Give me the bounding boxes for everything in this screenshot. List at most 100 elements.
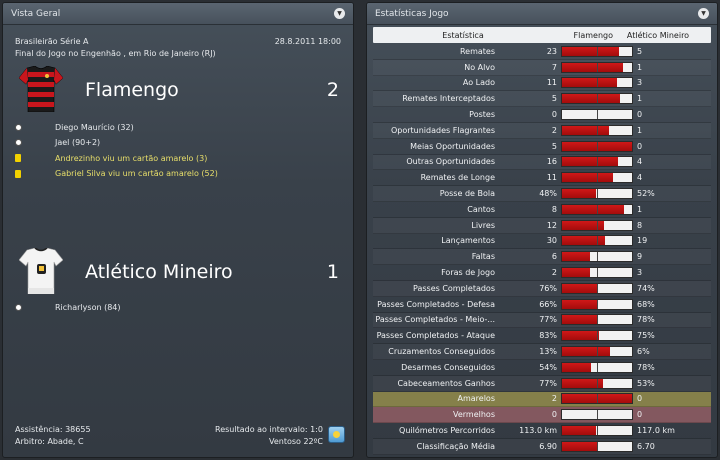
stat-name: Outras Oportunidades (406, 157, 495, 167)
stat-comparison-bar (561, 440, 633, 452)
home-column-label: Flamengo (573, 30, 613, 40)
stat-home-value: 83% (539, 331, 557, 341)
stat-comparison-bar (561, 361, 633, 373)
stat-comparison-bar (561, 314, 633, 326)
stats-menu-button[interactable]: ▼ (698, 8, 709, 19)
home-share-fill (562, 173, 614, 183)
stat-away-value: 53% (637, 378, 655, 388)
stat-away-value: 9 (637, 252, 643, 262)
goal-ball-icon (13, 303, 23, 311)
stat-home-value: 48% (539, 189, 557, 199)
stat-home-value: 30 (546, 236, 557, 246)
event-text[interactable]: Gabriel Silva viu um cartão amarelo (52) (55, 169, 218, 178)
stat-name: Faltas (471, 252, 495, 262)
stat-name: Quilómetros Percorridos (399, 426, 495, 436)
home-share-fill (562, 315, 597, 325)
home-share-fill (562, 252, 590, 262)
stat-away-value: 0 (637, 394, 643, 404)
stat-row: Foras de Jogo 2 3 (373, 265, 711, 281)
stat-name: Ao Lado (462, 78, 495, 88)
venue-row: Final do Jogo no Engenhão , em Rio de Ja… (15, 49, 341, 58)
stat-name: Remates de Longe (420, 173, 495, 183)
bar-midline (597, 315, 598, 325)
stat-away-value: 78% (637, 315, 655, 325)
stat-away-value: 8 (637, 220, 643, 230)
stat-name: Classificação Média (416, 441, 495, 451)
stat-comparison-bar (561, 235, 633, 247)
stat-home-value: 113.0 km (519, 426, 557, 436)
stat-row: Amarelos 2 0 (373, 391, 711, 408)
stat-home-value: 66% (539, 299, 557, 309)
overview-menu-button[interactable]: ▼ (334, 8, 345, 19)
bar-midline (597, 94, 598, 104)
stat-comparison-bar (561, 156, 633, 168)
stat-comparison-bar (561, 251, 633, 263)
stat-away-value: 19 (637, 236, 648, 246)
event-text[interactable]: Jael (90+2) (55, 138, 101, 147)
stat-comparison-bar (561, 409, 633, 421)
stat-name: Amarelos (457, 394, 496, 404)
halftime-result: Resultado ao intervalo: 1:0 (215, 425, 323, 434)
stat-row: Passes Completados - Ataque 83% 75% (373, 328, 711, 345)
bar-midline (597, 204, 598, 214)
stat-row: Cabeceamentos Ganhos 77% 53% (373, 376, 711, 392)
stat-home-value: 11 (546, 78, 557, 88)
stat-home-value: 2 (551, 268, 557, 278)
home-share-fill (562, 78, 618, 88)
stat-name: Passes Completados - Ataque (376, 331, 495, 341)
home-share-fill (562, 426, 597, 436)
stat-away-value: 68% (637, 299, 655, 309)
stat-name: Passes Completados - Defesa (377, 299, 495, 309)
stat-away-value: 4 (637, 173, 643, 183)
home-share-fill (562, 331, 599, 341)
bar-midline (597, 268, 598, 278)
stat-home-value: 7 (551, 62, 557, 72)
away-team-name[interactable]: Atlético Mineiro (85, 261, 233, 283)
stat-row: Vermelhos 0 0 (373, 407, 711, 424)
home-share-fill (562, 362, 591, 372)
match-info-row: Brasileirão Série A 28.8.2011 18:00 (15, 37, 341, 46)
stat-name: Passes Completados - Meio-... (375, 315, 495, 325)
stat-away-value: 75% (637, 331, 655, 341)
home-team-name[interactable]: Flamengo (85, 79, 179, 101)
stat-comparison-bar (561, 267, 633, 279)
match-event: Richarlyson (84) (13, 300, 121, 314)
event-text[interactable]: Andrezinho viu um cartão amarelo (3) (55, 153, 208, 163)
home-share-fill (562, 378, 604, 388)
stat-home-value: 6.90 (539, 441, 557, 451)
stat-away-value: 5 (637, 46, 643, 56)
stat-comparison-bar (561, 61, 633, 73)
stat-away-value: 1 (637, 94, 643, 104)
match-event: Jael (90+2) (13, 136, 100, 150)
stat-away-value: 3 (637, 268, 643, 278)
stat-away-value: 74% (637, 283, 655, 293)
stat-away-value: 1 (637, 62, 643, 72)
event-text[interactable]: Diego Maurício (32) (55, 122, 134, 132)
referee-label: Arbitro: Abade, C (15, 437, 84, 446)
stat-row: Classificação Média 6.90 6.70 (373, 439, 711, 455)
stat-row: Passes Completados - Meio-... 77% 78% (373, 313, 711, 329)
stat-away-value: 117.0 km (637, 426, 675, 436)
stat-name: Foras de Jogo (441, 268, 495, 278)
yellow-card-icon (13, 169, 23, 178)
stat-home-value: 6 (551, 252, 557, 262)
event-text[interactable]: Richarlyson (84) (55, 302, 121, 312)
stat-home-value: 8 (551, 204, 557, 214)
stat-comparison-bar (561, 188, 633, 200)
stat-row: Cantos 8 1 (373, 202, 711, 218)
stat-comparison-bar (561, 346, 633, 358)
stat-name: Desarmes Conseguidos (401, 362, 495, 372)
home-share-fill (562, 236, 605, 246)
stats-table: Remates 23 5 No Alvo 7 1 Ao Lado 11 3 Remates Int… (373, 44, 711, 455)
stat-row: Oportunidades Flagrantes 2 1 (373, 123, 711, 139)
stat-away-value: 1 (637, 125, 643, 135)
stat-home-value: 2 (551, 125, 557, 135)
stat-comparison-bar (561, 203, 633, 215)
stat-column-label: Estatística (442, 30, 484, 40)
stat-home-value: 23 (546, 46, 557, 56)
bar-midline (597, 331, 598, 341)
venue-label: Final do Jogo no Engenhão , em Rio de Ja… (15, 49, 216, 58)
home-share-fill (562, 268, 590, 278)
stat-name: Cabeceamentos Ganhos (397, 378, 495, 388)
overview-panel-header: Vista Geral ▼ (3, 3, 353, 25)
